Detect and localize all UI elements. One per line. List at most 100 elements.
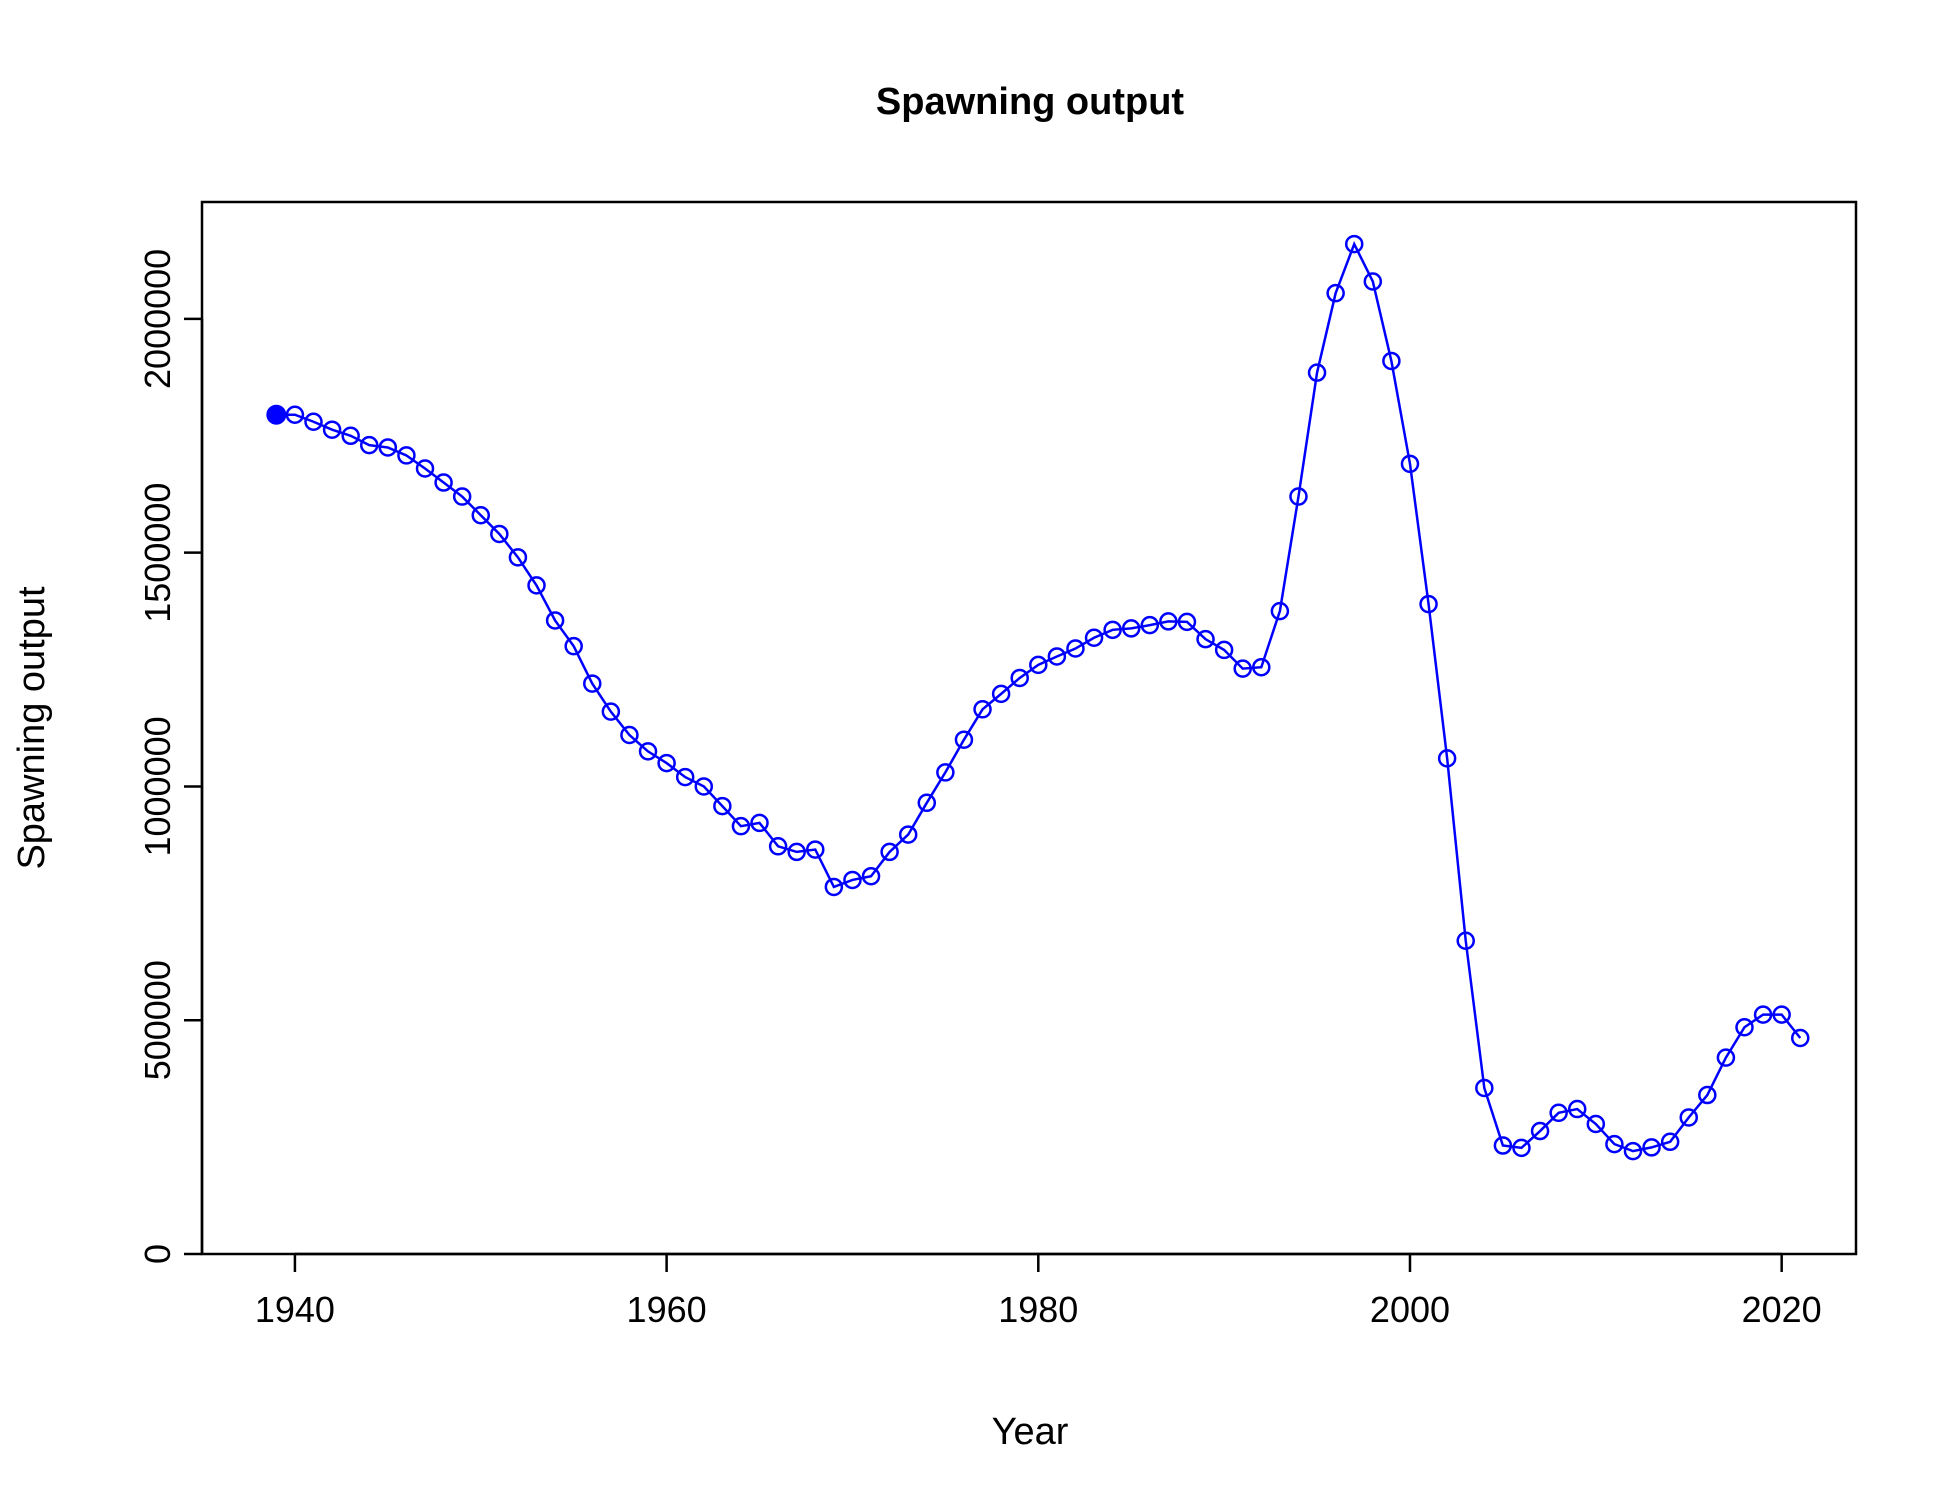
data-point [564, 636, 583, 656]
initial-point [266, 404, 287, 425]
data-point [806, 840, 825, 859]
data-point [824, 877, 844, 897]
data-point [657, 753, 676, 773]
data-point [1419, 594, 1438, 614]
data-point [1066, 639, 1085, 658]
data-point [973, 700, 992, 719]
data-point [397, 446, 416, 465]
data-point [378, 438, 398, 457]
series-line [276, 240, 1802, 1153]
data-point [341, 426, 360, 446]
data-point [1214, 640, 1234, 660]
data-point [1140, 615, 1160, 635]
data-point [917, 793, 937, 813]
data-point [1047, 647, 1067, 666]
data-point [843, 870, 862, 890]
x-axis: 1940 1960 1980 2000 2020 [255, 1252, 1822, 1330]
data-point [787, 842, 806, 862]
data-point [1790, 1028, 1810, 1048]
data-point [1084, 628, 1104, 648]
data-point [731, 816, 751, 836]
data-point [1605, 1134, 1624, 1154]
data-point [285, 405, 305, 424]
data-point [1716, 1048, 1736, 1067]
data-point [768, 837, 788, 856]
data-point [1475, 1078, 1494, 1098]
data-point [1698, 1085, 1717, 1105]
data-point [936, 763, 955, 782]
data-point [1772, 1005, 1791, 1024]
data-point [954, 730, 974, 749]
data-point [1344, 234, 1364, 254]
data-point [1270, 601, 1290, 621]
data-point [1493, 1136, 1513, 1155]
data-point [360, 435, 379, 455]
data-point [1363, 272, 1383, 291]
data-point [1623, 1141, 1643, 1161]
data-point [1326, 283, 1345, 303]
data-point [434, 473, 453, 492]
data-point [1660, 1132, 1680, 1152]
data-point [991, 684, 1011, 704]
y-tick-label: 1500000 [137, 483, 178, 623]
data-point [1177, 612, 1197, 632]
x-tick-label: 2000 [1370, 1289, 1450, 1330]
y-axis: 0 500000 1000000 1500000 2000000 [137, 249, 204, 1264]
data-point [452, 487, 472, 506]
data-point [1289, 487, 1308, 506]
data-point [1103, 620, 1122, 640]
data-point [1307, 363, 1327, 382]
data-point [1512, 1138, 1531, 1158]
data-point [750, 813, 769, 833]
x-tick-label: 1940 [255, 1289, 335, 1330]
data-point [1530, 1121, 1550, 1141]
data-point [1121, 619, 1141, 638]
data-point [304, 412, 323, 432]
data-point [620, 725, 639, 745]
data-point [1029, 655, 1048, 675]
data-point [583, 674, 602, 693]
data-point [322, 420, 342, 439]
data-point [1400, 454, 1420, 474]
x-tick-label: 2020 [1742, 1289, 1822, 1330]
data-point [713, 796, 732, 816]
data-point [675, 767, 695, 787]
y-tick-label: 1000000 [137, 716, 178, 856]
data-point [1586, 1114, 1606, 1134]
data-point [1437, 749, 1457, 768]
chart-title: Spawning output [876, 81, 1185, 123]
data-point [508, 548, 528, 567]
data-point [1196, 629, 1215, 649]
data-point [527, 576, 546, 595]
data-point [1753, 1005, 1773, 1024]
data-point [1010, 668, 1029, 688]
data-point [601, 702, 621, 721]
data-point [694, 777, 714, 796]
data-point [471, 506, 491, 525]
x-tick-label: 1960 [627, 1289, 707, 1330]
data-point [1233, 659, 1252, 678]
data-point [1456, 931, 1475, 950]
plot-frame [200, 200, 1858, 1256]
y-tick-label: 2000000 [137, 249, 178, 389]
data-point [1252, 657, 1271, 677]
data-point [1735, 1017, 1754, 1037]
data-point [880, 842, 899, 862]
x-tick-label: 1980 [998, 1289, 1078, 1330]
data-point [1567, 1099, 1587, 1119]
data-point [1382, 351, 1401, 371]
y-tick-label: 0 [137, 1244, 178, 1264]
data-point [1159, 612, 1178, 631]
data-point [490, 524, 509, 544]
x-axis-label: Year [992, 1411, 1069, 1453]
y-tick-label: 500000 [137, 960, 178, 1080]
data-point [415, 459, 435, 478]
data-point [1549, 1103, 1568, 1123]
data-point [1642, 1138, 1661, 1157]
data-point [638, 742, 658, 761]
data-point [1679, 1108, 1698, 1127]
y-axis-label: Spawning output [11, 586, 53, 870]
data-point [898, 825, 918, 844]
